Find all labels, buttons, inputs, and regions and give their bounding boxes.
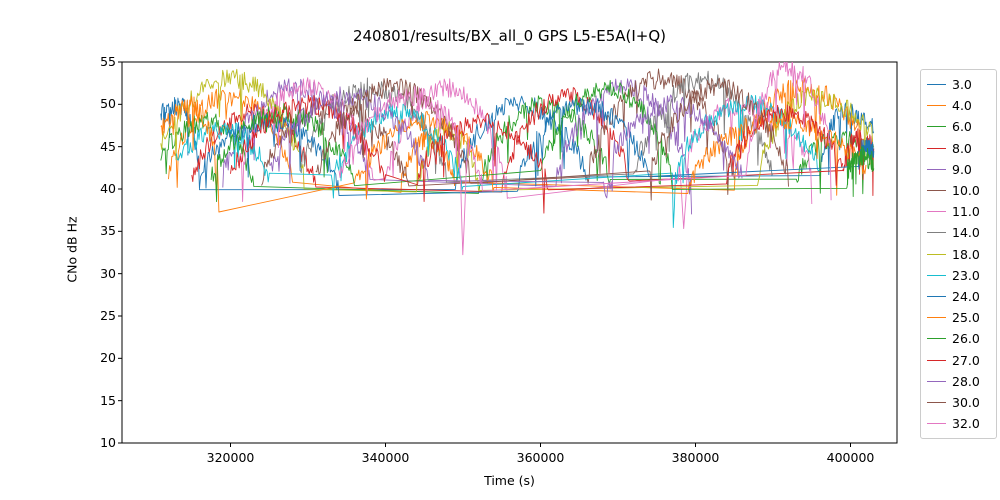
legend-line-sample [927,317,946,319]
legend-line-sample [927,211,946,213]
y-tick-label: 20 [100,350,116,366]
legend-label: 8.0 [952,140,972,156]
legend-label: 6.0 [952,119,972,135]
legend: 3.0 4.0 6.0 8.0 9.0 10.0 11.0 14.0 18.0 23.0 24.0 2… [920,69,997,440]
legend-entry: 6.0 [927,116,996,137]
legend-line-sample [927,274,946,276]
y-tick-label: 50 [100,96,116,112]
legend-entry: 27.0 [927,349,996,370]
legend-entry: 24.0 [927,286,996,307]
y-tick-label: 25 [100,308,116,323]
legend-label: 4.0 [952,98,972,114]
legend-line-sample [927,168,946,170]
legend-label: 14.0 [952,225,980,241]
legend-label: 11.0 [952,204,980,220]
legend-entry: 14.0 [927,222,996,243]
legend-line-sample [927,147,946,149]
legend-entry: 10.0 [927,180,996,201]
legend-line-sample [927,126,946,128]
legend-line-sample [927,401,946,403]
series-line-28.0 [269,86,743,199]
y-tick-label: 30 [100,265,116,281]
legend-entry: 32.0 [927,413,996,434]
legend-label: 32.0 [952,416,980,432]
series-line-27.0 [230,95,844,214]
series-line-9.0 [222,78,693,215]
legend-label: 23.0 [952,267,980,283]
legend-label: 18.0 [952,246,980,262]
legend-entry: 9.0 [927,159,996,180]
x-axis-label: Time (s) [484,473,535,488]
y-tick-label: 40 [100,181,116,196]
series-line-30.0 [315,77,789,201]
y-tick-label: 35 [100,223,116,239]
legend-line-sample [927,232,946,234]
legend-entry: 3.0 [927,74,996,95]
legend-label: 25.0 [952,310,980,326]
legend-entry: 8.0 [927,138,996,159]
series-line-4.0 [168,77,871,193]
legend-line-sample [927,190,946,192]
legend-entry: 18.0 [927,244,996,265]
chart-title: 240801/results/BX_all_0 GPS L5-E5A(I+Q) [352,27,667,45]
legend-entry: 11.0 [927,201,996,222]
legend-entry: 25.0 [927,307,996,328]
legend-label: 10.0 [952,183,980,199]
legend-line-sample [927,253,946,255]
legend-line-sample [927,338,946,340]
legend-line-sample [927,105,946,107]
x-tick-label: 340000 [361,450,410,465]
y-tick-label: 15 [100,392,116,408]
legend-label: 9.0 [952,161,972,177]
x-tick-label: 380000 [671,450,720,465]
legend-label: 3.0 [952,77,972,93]
legend-entry: 28.0 [927,371,996,392]
legend-line-sample [927,359,946,361]
legend-line-sample [927,380,946,382]
y-tick-label: 45 [100,138,116,154]
x-tick-label: 400000 [826,450,875,465]
series-line-8.0 [191,87,875,196]
legend-label: 26.0 [952,331,980,347]
legend-line-sample [927,84,946,86]
legend-label: 28.0 [952,373,980,389]
legend-label: 27.0 [952,352,980,368]
legend-entry: 30.0 [927,392,996,413]
legend-line-sample [927,295,946,297]
legend-entry: 26.0 [927,328,996,349]
legend-entry: 4.0 [927,95,996,116]
x-tick-label: 320000 [206,450,255,465]
y-tick-label: 10 [100,435,116,450]
legend-label: 24.0 [952,288,980,304]
x-tick-label: 360000 [516,450,565,465]
y-tick-label: 55 [100,54,116,69]
legend-line-sample [927,423,946,425]
legend-label: 30.0 [952,394,980,410]
series-group [160,62,875,256]
y-axis-label: CNo dB Hz [64,216,80,283]
legend-entry: 23.0 [927,265,996,286]
series-line-32.0 [338,62,832,256]
